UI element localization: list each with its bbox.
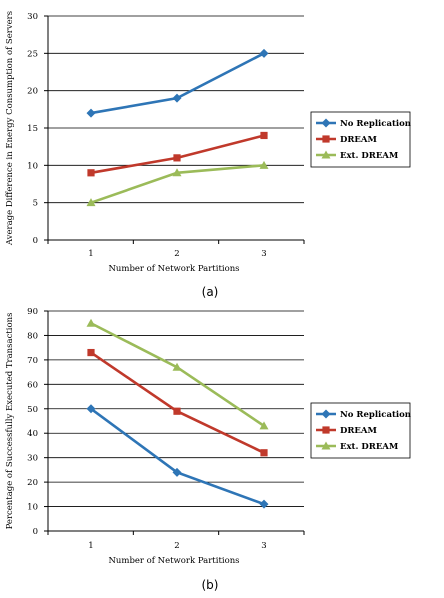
chart-a-energy-difference: 0 5 10 15 20 25 30 1 2 3 Average Difference in E… bbox=[5, 11, 411, 274]
x-tick-label: 2 bbox=[174, 541, 179, 551]
data-point-dream bbox=[87, 348, 95, 357]
y-tick-label: 50 bbox=[27, 405, 38, 415]
legend-marker-ext-dream bbox=[321, 441, 331, 450]
y-tick-label: 70 bbox=[27, 356, 38, 366]
caption-b: (b) bbox=[202, 578, 219, 592]
data-point-ext-dream bbox=[86, 318, 96, 327]
y-tick-label: 60 bbox=[27, 380, 38, 390]
series-ext-dream bbox=[86, 160, 269, 207]
caption-a: (a) bbox=[202, 285, 219, 299]
data-point-dream bbox=[173, 407, 181, 415]
y-tick-label: 40 bbox=[27, 429, 38, 439]
chart-a-axes bbox=[44, 15, 305, 244]
y-tick-label: 15 bbox=[27, 124, 38, 134]
chart-b-legend: No Replication DREAM Ext. DREAM bbox=[310, 402, 411, 459]
data-point-ext-dream bbox=[86, 198, 96, 207]
data-point-ext-dream bbox=[259, 421, 269, 430]
data-point-dream bbox=[260, 449, 268, 457]
x-tick-label: 1 bbox=[88, 249, 93, 259]
chart-a-gridlines bbox=[48, 15, 304, 204]
y-tick-label: 0 bbox=[33, 236, 38, 246]
legend-label-dream: DREAM bbox=[340, 426, 378, 436]
x-tick-label: 3 bbox=[261, 249, 266, 259]
chart-b-y-axis-label: Percentage of Successfully Executed Tran… bbox=[5, 313, 15, 530]
data-point-no-replication bbox=[172, 93, 182, 103]
y-tick-label: 25 bbox=[27, 49, 38, 59]
y-tick-label: 90 bbox=[27, 307, 38, 317]
x-tick-label: 3 bbox=[261, 541, 266, 551]
data-point-no-replication bbox=[259, 499, 269, 509]
y-tick-label: 5 bbox=[33, 199, 38, 209]
data-point-no-replication bbox=[172, 467, 182, 477]
legend-label-no-replication: No Replication bbox=[340, 410, 411, 420]
data-point-no-replication bbox=[86, 108, 96, 118]
legend-marker-ext-dream bbox=[321, 150, 331, 159]
legend-marker-no-replication bbox=[321, 409, 331, 419]
legend-label-dream: DREAM bbox=[340, 135, 378, 145]
data-point-ext-dream bbox=[172, 362, 182, 371]
chart-a-legend: No Replication DREAM Ext. DREAM bbox=[310, 111, 411, 168]
data-point-no-replication bbox=[259, 48, 269, 58]
chart-b-x-tick-labels: 1 2 3 bbox=[88, 541, 266, 551]
chart-b-x-axis-label: Number of Network Partitions bbox=[108, 556, 239, 566]
x-tick-label: 2 bbox=[174, 249, 179, 259]
data-point-dream bbox=[173, 154, 181, 162]
series-line-no-replication bbox=[90, 52, 265, 115]
series-no-replication bbox=[86, 404, 269, 509]
legend-label-ext-dream: Ext. DREAM bbox=[340, 151, 399, 161]
chart-a-y-tick-labels: 0 5 10 15 20 25 30 bbox=[27, 12, 38, 246]
chart-a-x-tick-labels: 1 2 3 bbox=[88, 249, 266, 259]
chart-b-axes bbox=[44, 310, 305, 535]
chart-a-x-axis-label: Number of Network Partitions bbox=[108, 264, 239, 274]
legend-marker-dream bbox=[322, 135, 330, 143]
legend-label-ext-dream: Ext. DREAM bbox=[340, 442, 399, 452]
legend-marker-dream bbox=[322, 426, 330, 434]
chart-a-series bbox=[86, 48, 269, 207]
data-point-dream bbox=[87, 169, 95, 177]
data-point-no-replication bbox=[86, 404, 96, 414]
y-tick-label: 30 bbox=[27, 454, 38, 464]
x-tick-label: 1 bbox=[88, 541, 93, 551]
data-point-ext-dream bbox=[172, 168, 182, 177]
series-no-replication bbox=[86, 48, 269, 118]
series-dream bbox=[87, 348, 268, 457]
y-tick-label: 30 bbox=[27, 12, 38, 22]
data-point-ext-dream bbox=[259, 160, 269, 169]
series-line-no-replication bbox=[90, 407, 265, 506]
y-tick-label: 0 bbox=[33, 527, 38, 537]
chart-b-series bbox=[86, 318, 269, 509]
data-point-dream bbox=[260, 131, 268, 140]
chart-b-successful-transactions: 0 10 20 30 40 50 60 70 80 90 1 2 3 Percentage of Su… bbox=[5, 307, 411, 566]
y-tick-label: 20 bbox=[27, 478, 38, 488]
chart-b-y-tick-labels: 0 10 20 30 40 50 60 70 80 90 bbox=[27, 307, 38, 537]
legend-label-no-replication: No Replication bbox=[340, 119, 411, 129]
y-tick-label: 20 bbox=[27, 87, 38, 97]
chart-a-y-axis-label: Average Difference in Energy Consumption… bbox=[5, 11, 15, 246]
series-dream bbox=[87, 131, 268, 177]
y-tick-label: 10 bbox=[27, 503, 38, 513]
series-ext-dream bbox=[86, 318, 269, 430]
legend-marker-no-replication bbox=[321, 118, 331, 128]
y-tick-label: 10 bbox=[27, 161, 38, 171]
y-tick-label: 80 bbox=[27, 331, 38, 341]
